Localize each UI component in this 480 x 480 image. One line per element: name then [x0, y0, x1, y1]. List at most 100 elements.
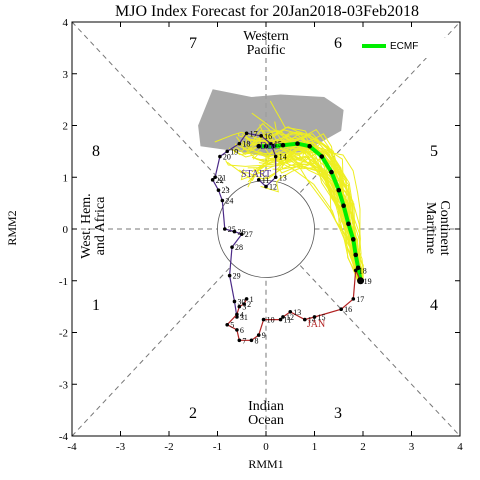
observed-dec-day-label: 24	[225, 197, 233, 206]
ensemble-mean-point	[341, 203, 346, 209]
ensemble-member-line	[237, 130, 360, 283]
ensemble-member-line	[260, 156, 363, 281]
observed-dec-point	[225, 149, 229, 154]
observed-dec-point	[232, 229, 237, 234]
y-tick-label: -1	[59, 276, 68, 288]
ensemble-mean-point	[295, 141, 300, 146]
observed-jan-point	[339, 307, 343, 312]
observed-jan-day-label: 5	[230, 321, 234, 330]
observed-dec-point	[232, 299, 237, 304]
start-label: START	[241, 169, 271, 180]
ensemble-member-line	[228, 147, 361, 284]
observed-dec-point	[213, 175, 217, 180]
y-tick-label: 3	[63, 69, 69, 81]
y-tick-label: 2	[63, 121, 69, 133]
region-western-pacific-line1: Western	[243, 29, 289, 44]
x-tick-label: 3	[409, 441, 415, 453]
region-maritime-line1: Maritime	[423, 202, 438, 254]
observed-dec-point	[269, 141, 273, 146]
observed-dec-point	[244, 131, 249, 136]
observed-jan-day-label: 9	[262, 331, 266, 340]
observed-dec-day-label: 27	[245, 230, 253, 239]
observed-jan-day-label: 7	[242, 336, 246, 345]
chart-title: MJO Index Forecast for 20Jan2018-03Feb20…	[115, 3, 419, 20]
ensemble-mean-point	[319, 154, 325, 159]
observed-dec-day-label: 25	[228, 225, 236, 234]
observed-jan-point	[235, 312, 239, 317]
observed-dec-day-label: 31	[240, 313, 248, 322]
phase-divider-diag-4	[299, 265, 461, 437]
observed-jan-point	[237, 338, 242, 343]
phase-divider-diag-1	[71, 265, 233, 437]
observed-dec-day-label: 17	[250, 129, 258, 138]
observed-jan-point	[261, 317, 266, 322]
ensemble-mean-point	[329, 169, 334, 175]
observed-jan-day-label: 16	[344, 305, 352, 314]
x-tick-label: 0	[263, 441, 269, 453]
observed-dec-day-label: 19	[230, 147, 238, 156]
observed-jan-day-label: 8	[254, 336, 258, 345]
observed-dec-day-label: 12	[269, 183, 277, 192]
observed-jan-day-label: 13	[293, 308, 301, 317]
observed-dec-point	[273, 154, 278, 159]
observed-jan-point	[351, 297, 356, 301]
phase-label-5: 5	[430, 143, 438, 160]
observed-dec-point	[256, 178, 261, 182]
observed-dec-point	[237, 141, 242, 146]
region-west-hem-line1: West. Hem.	[79, 193, 94, 258]
observed-dec-point	[239, 232, 244, 236]
observed-jan-point	[281, 315, 285, 319]
observed-jan-point	[249, 338, 254, 343]
observed-dec-point	[259, 134, 263, 138]
y-tick-label: -3	[59, 379, 69, 391]
observed-dec-point	[230, 245, 234, 249]
observed-jan-day-label: 15	[318, 313, 326, 322]
observed-jan-point	[278, 317, 283, 322]
ensemble-mean-point	[346, 221, 351, 227]
observed-dec-day-label: 11	[262, 176, 270, 185]
observed-dec-day-label: 14	[279, 153, 287, 162]
ensemble-mean-point	[280, 142, 286, 148]
x-tick-label: 4	[457, 441, 463, 453]
observed-dec-point	[218, 154, 222, 159]
observed-jan-point	[235, 328, 239, 332]
observed-jan-day-label: 11	[284, 316, 292, 325]
ensemble-mean-point	[307, 143, 312, 149]
observed-dec-day-label: 22	[216, 176, 224, 185]
region-indian-ocean-line1: Indian	[248, 399, 284, 414]
region-indian-ocean-line2: Ocean	[248, 413, 284, 428]
observed-jan-point	[312, 315, 317, 319]
ensemble-mean-point	[351, 237, 356, 242]
observed-jan-point	[242, 302, 246, 306]
legend-label-ecmf: ECMF	[390, 41, 418, 52]
phase-label-7: 7	[189, 35, 197, 52]
observed-jan-day-label: 19	[364, 277, 372, 286]
x-tick-label: -3	[116, 441, 126, 453]
phase-divider-diag-3	[71, 21, 233, 193]
x-tick-label: -1	[213, 441, 222, 453]
observed-dec-day-label: 23	[221, 186, 229, 195]
observed-jan-day-label: 18	[359, 266, 367, 275]
ensemble-mean-point	[263, 143, 269, 149]
observed-dec-point	[222, 227, 227, 231]
observed-jan-point	[303, 317, 307, 322]
plot-area: -4 -3 -2 -1 0 1 2 3 443210-1-2-3-411121314151617…	[59, 17, 463, 453]
observed-jan-day-label: 3	[242, 303, 246, 312]
observed-jan-point	[237, 304, 242, 309]
observed-jan-point	[244, 297, 249, 301]
y-axis-label: RMM2	[5, 210, 19, 245]
observed-dec-day-label: 26	[237, 228, 245, 237]
observed-jan-day-label: 12	[286, 313, 294, 322]
observed-jan-day-label: 10	[267, 316, 275, 325]
y-tick-label: -2	[59, 328, 68, 340]
legend-box	[357, 38, 447, 58]
observed-dec-day-label: 20	[223, 153, 231, 162]
x-tick-label: -2	[164, 441, 173, 453]
phase-label-4: 4	[430, 297, 438, 314]
x-tick-label: 1	[312, 441, 318, 453]
observed-dec-day-label: 18	[242, 140, 250, 149]
phase-label-2: 2	[189, 405, 197, 422]
month-label-dec: DEC	[260, 141, 280, 152]
x-axis-label: RMM1	[248, 457, 283, 471]
observed-dec-day-label: 16	[264, 132, 272, 141]
